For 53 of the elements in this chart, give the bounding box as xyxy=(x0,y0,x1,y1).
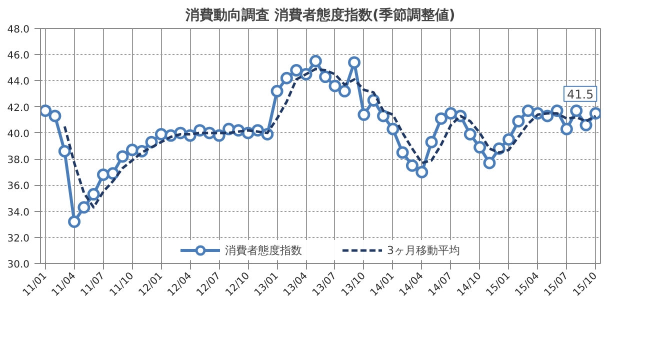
point xyxy=(377,110,390,122)
point xyxy=(87,188,100,201)
point xyxy=(48,110,62,122)
legend-label: 消費者態度指数 xyxy=(225,242,302,258)
point xyxy=(280,72,293,84)
point xyxy=(68,215,81,228)
y-tick-label: 36.0 xyxy=(7,181,30,192)
point xyxy=(290,64,303,77)
y-tick-label: 30.0 xyxy=(7,260,30,270)
point xyxy=(270,84,284,98)
point xyxy=(348,56,361,69)
point xyxy=(78,201,90,214)
point xyxy=(425,136,438,148)
point xyxy=(154,128,168,140)
y-tick-label: 42.0 xyxy=(7,102,30,114)
y-tick-label: 48.0 xyxy=(7,24,30,36)
point xyxy=(502,133,516,146)
y-tick-label: 46.0 xyxy=(7,50,30,62)
point xyxy=(580,118,592,132)
point xyxy=(474,141,486,154)
point xyxy=(40,104,52,117)
point xyxy=(106,167,120,180)
y-tick-label: 40.0 xyxy=(7,128,30,140)
point xyxy=(309,54,322,68)
point xyxy=(444,107,458,120)
point xyxy=(483,156,496,170)
data-label: 41.5 xyxy=(566,87,594,102)
legend-label: 3ヶ月移動平均 xyxy=(387,242,460,258)
point xyxy=(319,70,332,84)
chart-title: 消費動向調査 消費者態度指数(季節調整値) xyxy=(184,6,456,24)
y-tick-label: 38.0 xyxy=(7,155,30,166)
point xyxy=(116,150,129,163)
point xyxy=(358,108,370,121)
point xyxy=(328,80,342,92)
point xyxy=(589,107,600,120)
point xyxy=(145,136,158,148)
point xyxy=(406,159,418,172)
point xyxy=(560,122,573,136)
y-tick-label: 44.0 xyxy=(7,76,30,88)
point xyxy=(386,122,400,136)
y-tick-label: 34.0 xyxy=(7,207,30,218)
point xyxy=(396,146,409,159)
y-tick-label: 32.0 xyxy=(7,233,30,244)
point xyxy=(512,114,525,128)
point xyxy=(416,166,428,178)
point xyxy=(58,144,71,158)
point xyxy=(338,84,351,98)
point xyxy=(464,128,476,140)
point xyxy=(97,168,110,181)
point xyxy=(522,104,534,117)
point xyxy=(126,144,138,156)
point xyxy=(570,104,583,117)
point xyxy=(434,112,448,125)
